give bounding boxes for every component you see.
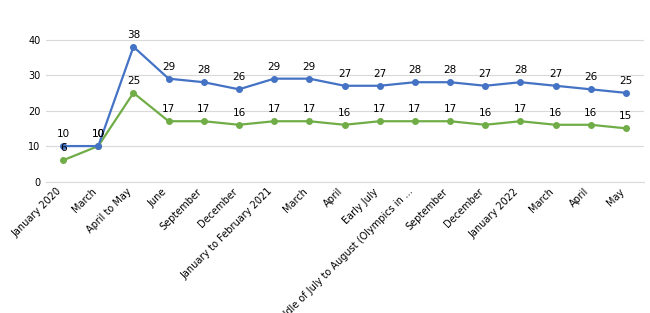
National Average Telework Rate <box>94 144 102 148</box>
Text: 16: 16 <box>549 108 562 118</box>
Line: Greater Tokyo Metropolitan Area Telework Rate: Greater Tokyo Metropolitan Area Telework… <box>60 44 629 149</box>
Text: 27: 27 <box>338 69 351 79</box>
Text: 17: 17 <box>443 104 457 114</box>
Text: 28: 28 <box>197 65 211 75</box>
National Average Telework Rate <box>587 123 595 127</box>
Text: 15: 15 <box>619 111 632 121</box>
Text: 17: 17 <box>197 104 211 114</box>
Text: 17: 17 <box>162 104 176 114</box>
Greater Tokyo Metropolitan Area Telework Rate <box>129 45 137 49</box>
Text: 6: 6 <box>60 143 66 153</box>
National Average Telework Rate <box>622 126 630 130</box>
National Average Telework Rate <box>517 119 525 123</box>
Text: 17: 17 <box>408 104 421 114</box>
Text: 16: 16 <box>478 108 492 118</box>
Text: 28: 28 <box>514 65 527 75</box>
Text: 28: 28 <box>443 65 457 75</box>
National Average Telework Rate <box>129 91 137 95</box>
Text: 26: 26 <box>232 72 246 82</box>
National Average Telework Rate <box>164 119 172 123</box>
Greater Tokyo Metropolitan Area Telework Rate <box>481 84 489 88</box>
Greater Tokyo Metropolitan Area Telework Rate <box>164 77 172 80</box>
National Average Telework Rate <box>59 158 67 162</box>
Text: 26: 26 <box>584 72 597 82</box>
Text: 16: 16 <box>584 108 597 118</box>
Text: 28: 28 <box>408 65 421 75</box>
Text: 29: 29 <box>162 62 176 72</box>
Greater Tokyo Metropolitan Area Telework Rate <box>587 87 595 91</box>
National Average Telework Rate <box>446 119 454 123</box>
Greater Tokyo Metropolitan Area Telework Rate <box>411 80 419 84</box>
Greater Tokyo Metropolitan Area Telework Rate <box>376 84 384 88</box>
Text: 38: 38 <box>127 30 140 40</box>
Text: 10: 10 <box>92 129 105 139</box>
Greater Tokyo Metropolitan Area Telework Rate <box>552 84 560 88</box>
National Average Telework Rate <box>235 123 243 127</box>
Text: 29: 29 <box>268 62 281 72</box>
Greater Tokyo Metropolitan Area Telework Rate <box>622 91 630 95</box>
Greater Tokyo Metropolitan Area Telework Rate <box>235 87 243 91</box>
Text: 10: 10 <box>92 129 105 139</box>
National Average Telework Rate <box>411 119 419 123</box>
Greater Tokyo Metropolitan Area Telework Rate <box>94 144 102 148</box>
Line: National Average Telework Rate: National Average Telework Rate <box>60 90 629 163</box>
Text: 17: 17 <box>373 104 386 114</box>
Greater Tokyo Metropolitan Area Telework Rate <box>306 77 313 80</box>
National Average Telework Rate <box>552 123 560 127</box>
Greater Tokyo Metropolitan Area Telework Rate <box>341 84 348 88</box>
Text: 17: 17 <box>303 104 316 114</box>
National Average Telework Rate <box>376 119 384 123</box>
Text: 16: 16 <box>232 108 246 118</box>
Greater Tokyo Metropolitan Area Telework Rate <box>59 144 67 148</box>
Text: 16: 16 <box>338 108 351 118</box>
Text: 17: 17 <box>268 104 281 114</box>
Text: 27: 27 <box>373 69 386 79</box>
Text: 17: 17 <box>514 104 527 114</box>
Greater Tokyo Metropolitan Area Telework Rate <box>446 80 454 84</box>
Text: 27: 27 <box>478 69 492 79</box>
Text: 27: 27 <box>549 69 562 79</box>
Text: 25: 25 <box>619 76 632 86</box>
Greater Tokyo Metropolitan Area Telework Rate <box>517 80 525 84</box>
Greater Tokyo Metropolitan Area Telework Rate <box>200 80 208 84</box>
Text: 29: 29 <box>303 62 316 72</box>
National Average Telework Rate <box>341 123 348 127</box>
National Average Telework Rate <box>481 123 489 127</box>
National Average Telework Rate <box>200 119 208 123</box>
Text: 10: 10 <box>57 129 70 139</box>
Greater Tokyo Metropolitan Area Telework Rate <box>270 77 278 80</box>
Text: 25: 25 <box>127 76 140 86</box>
National Average Telework Rate <box>306 119 313 123</box>
National Average Telework Rate <box>270 119 278 123</box>
